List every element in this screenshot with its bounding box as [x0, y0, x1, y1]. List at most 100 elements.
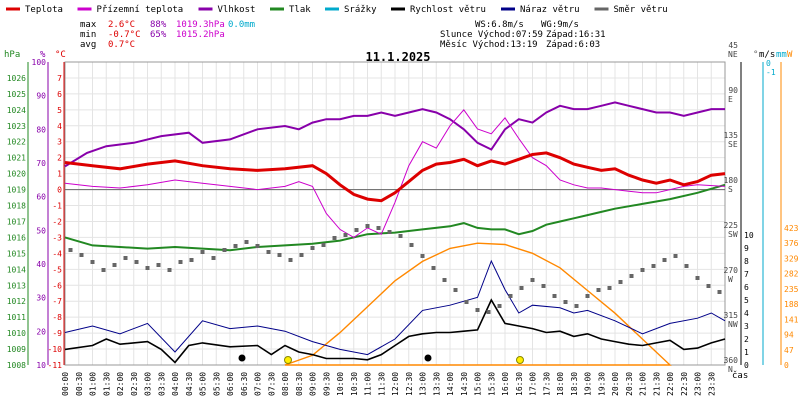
tick-temp-8: -3: [52, 233, 62, 242]
tick-hpa-14: 1022: [7, 138, 26, 147]
tick-ms-2: 2: [744, 335, 749, 344]
unit-labels: hPa % °C ° m/s mm W: [4, 50, 793, 60]
wind-dir-point-12: [200, 250, 205, 254]
x-tick-22: 11:00: [364, 372, 373, 396]
tick-ms-4: 4: [744, 309, 749, 318]
tick-temp-2: -9: [52, 329, 62, 338]
x-tick-45: 22:30: [680, 372, 689, 396]
wind-dir-point-46: [574, 304, 579, 308]
x-tick-16: 08:00: [281, 372, 290, 396]
tick-temp-18: 7: [57, 74, 62, 83]
x-tick-0: 00:00: [61, 372, 70, 396]
moon-set-marker: [238, 354, 246, 362]
wind-dir-point-18: [266, 250, 271, 254]
x-tick-46: 23:00: [694, 372, 703, 396]
tick-ms-8: 8: [744, 257, 749, 266]
x-axis: 00:00 00:30 01:00 01:30 02:00 02:30 03:00 03:30…: [61, 372, 716, 396]
x-tick-43: 21:30: [652, 372, 661, 396]
x-tick-30: 15:00: [474, 372, 483, 396]
tick-ms-10: 10: [744, 231, 754, 240]
right-axes: 360N315NW270W225SW180S135SE90E45NE012345…: [724, 41, 799, 374]
tick-temp-12: 1: [57, 170, 62, 179]
stat-min-temp: -0.7°C: [108, 30, 141, 40]
x-tick-20: 10:00: [336, 372, 345, 396]
x-tick-8: 04:00: [171, 372, 180, 396]
wind-dir-point-28: [376, 226, 381, 230]
tick-pct-9: 100: [32, 58, 47, 67]
sunset-marker: [516, 356, 524, 364]
series-temperature-line: [64, 151, 726, 203]
tick-ms-1: 1: [744, 348, 749, 357]
wind-dir-point-42: [530, 278, 535, 282]
wind-dir-point-39: [497, 304, 502, 308]
x-tick-14: 07:00: [254, 372, 263, 396]
info-moon-rise: Měsíc Východ:13:19: [440, 40, 538, 50]
tick-temp-0: -11: [48, 361, 63, 370]
tick-hpa-2: 1010: [7, 329, 26, 338]
tick-mm-1: -1: [766, 68, 776, 77]
tick-temp-5: -6: [52, 281, 62, 290]
wind-dir-point-41: [519, 286, 524, 290]
x-tick-7: 03:30: [157, 372, 166, 396]
tick-dir-5: 135: [724, 131, 739, 140]
chart-title: 11.1.2025: [365, 50, 430, 64]
tick-temp-3: -8: [52, 313, 62, 322]
wind-dir-point-57: [695, 276, 700, 280]
wind-dir-point-44: [552, 294, 557, 298]
wind-dir-point-34: [442, 278, 447, 282]
tick-temp-11: 0: [57, 186, 62, 195]
tick-ms-3: 3: [744, 322, 749, 331]
wind-dir-point-54: [662, 258, 667, 262]
tick-dir-2: 270: [724, 266, 739, 275]
tick-pct-4: 50: [36, 226, 46, 235]
legend-label-rychlost: Rychlost větru: [410, 5, 486, 15]
wind-dir-point-26: [354, 228, 359, 232]
x-tick-13: 06:30: [240, 372, 249, 396]
tick-temp-7: -4: [52, 249, 62, 258]
info-moon-set: Západ:6:03: [546, 40, 600, 50]
wind-dir-point-51: [629, 274, 634, 278]
wind-dir-point-48: [596, 288, 601, 292]
wind-dir-point-25: [343, 233, 348, 237]
x-tick-18: 09:00: [309, 372, 318, 396]
x-tick-42: 21:00: [639, 372, 648, 396]
x-tick-39: 19:30: [597, 372, 606, 396]
tick-dir-compass-3: SW: [728, 230, 738, 239]
wind-dir-point-23: [321, 243, 326, 247]
tick-dir-compass-6: E: [728, 95, 733, 104]
x-tick-3: 01:30: [102, 372, 111, 396]
unit-deg: °C: [55, 50, 66, 60]
x-tick-34: 17:00: [529, 372, 538, 396]
legend-label-teplota: Teplota: [25, 5, 63, 15]
unit-pct: %: [40, 50, 46, 60]
x-tick-44: 22:00: [666, 372, 675, 396]
wind-dir-point-14: [222, 248, 227, 252]
tick-hpa-18: 1026: [7, 74, 26, 83]
wind-dir-point-10: [178, 260, 183, 264]
tick-hpa-17: 1025: [7, 90, 26, 99]
x-tick-19: 09:30: [322, 372, 331, 396]
legend: Teplota Přízemní teplota Vlhkost Tlak Srážky…: [6, 5, 668, 15]
sun-moon-markers: [238, 354, 524, 364]
tick-w-8: 376: [784, 239, 799, 248]
wind-dir-point-56: [684, 264, 689, 268]
legend-label-prizemni: Přízemní teplota: [97, 5, 184, 15]
wind-dir-point-19: [277, 253, 282, 257]
tick-pct-2: 30: [36, 294, 46, 303]
tick-dir-compass-2: W: [728, 275, 733, 284]
wind-dir-point-3: [101, 268, 106, 272]
wind-dir-point-6: [134, 260, 139, 264]
tick-ms-5: 5: [744, 296, 749, 305]
tick-hpa-1: 1009: [7, 345, 26, 354]
tick-w-9: 423: [784, 224, 799, 233]
x-tick-37: 18:30: [570, 372, 579, 396]
unit-hpa: hPa: [4, 50, 20, 60]
tick-dir-compass-4: S: [728, 185, 733, 194]
x-tick-36: 18:00: [556, 372, 565, 396]
stat-max-hum: 88%: [150, 20, 167, 30]
wind-dir-point-40: [508, 294, 513, 298]
tick-hpa-10: 1018: [7, 202, 26, 211]
tick-hpa-5: 1013: [7, 281, 26, 290]
unit-dir: °: [753, 50, 758, 60]
stat-min-press: 1015.2hPa: [176, 30, 225, 40]
